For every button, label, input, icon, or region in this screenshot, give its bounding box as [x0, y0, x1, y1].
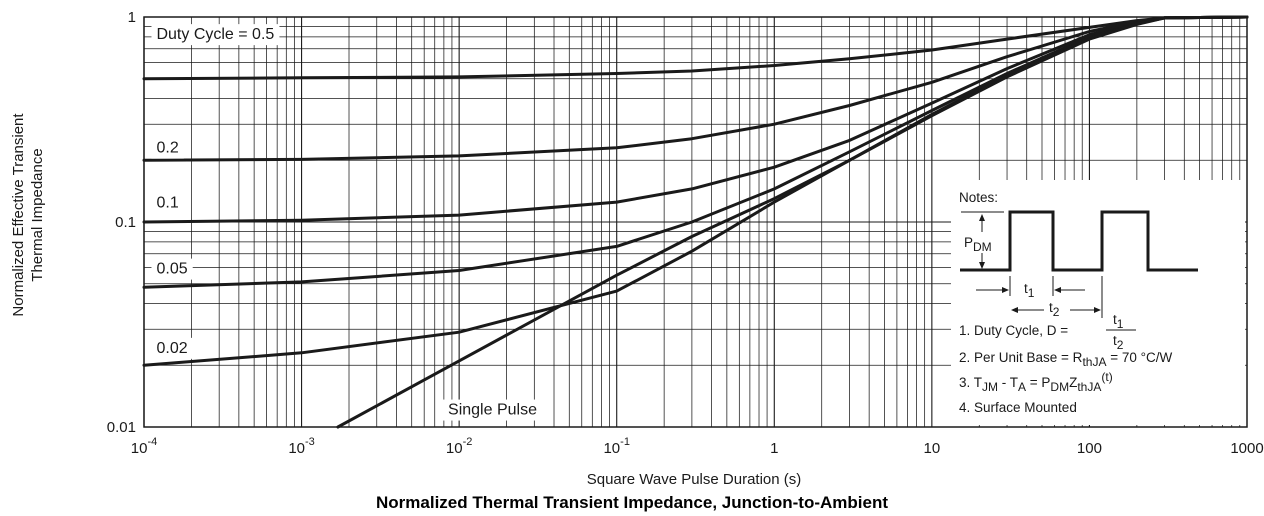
series-label-2: 0.1 [156, 194, 178, 211]
series-label-4: 0.02 [156, 340, 187, 357]
series-label-background-4 [151, 337, 193, 359]
notes-box: Notes: PDM t1 t2 1. Duty Cycle, D = t1 t… [951, 180, 1245, 425]
chart-title: Normalized Thermal Transient Impedance, … [376, 493, 888, 512]
notes-heading: Notes: [959, 190, 998, 205]
plot-frame [143, 16, 1248, 428]
series-label-background-1 [151, 137, 184, 159]
series-label-1: 0.2 [156, 140, 178, 157]
series-line-5 [336, 15, 1249, 429]
t2-arrowhead-left [1011, 307, 1018, 313]
note-duty-numerator: t1 [1113, 312, 1124, 331]
note-temperature-relation: 3. TJM - TA = PDMZthJA(t) [959, 370, 1113, 394]
curve-labels: Duty Cycle = 0.5 0.2 0.1 0.05 0.02 Single Pul… [151, 24, 543, 421]
y-axis-title-line2: Thermal Impedance [29, 148, 46, 281]
x-tick-label: 10-1 [603, 436, 629, 457]
series-label-background-2 [151, 192, 184, 214]
t1-arrowhead-left [1002, 287, 1009, 293]
y-tick-label: 0.01 [107, 419, 136, 436]
tick-labels: 10-4 10-3 10-2 10-1 1 10 100 1000 1 0.1 0.01 [107, 9, 1264, 457]
note-per-unit-base: 2. Per Unit Base = RthJA = 70 °C/W [959, 350, 1173, 369]
x-tick-label: 1000 [1230, 440, 1263, 457]
series-label-3: 0.05 [156, 261, 187, 278]
curves [142, 15, 1249, 429]
y-tick-label: 0.1 [115, 214, 136, 231]
y-tick-label: 1 [128, 9, 136, 26]
pdm-arrowhead-down [979, 262, 985, 269]
x-tick-label: 10 [924, 440, 941, 457]
series-label-background-3 [151, 258, 193, 280]
x-tick-label: 100 [1077, 440, 1102, 457]
x-tick-label: 10-2 [446, 436, 472, 457]
series-label-0: Duty Cycle = 0.5 [156, 26, 274, 43]
t2-label: t2 [1049, 300, 1060, 319]
t2-arrowhead-right [1094, 307, 1101, 313]
series-label-background-0 [151, 24, 280, 46]
x-tick-label: 10-4 [131, 436, 157, 457]
t1-label: t1 [1024, 281, 1035, 300]
note-surface-mounted: 4. Surface Mounted [959, 400, 1077, 415]
y-axis-title: Normalized Effective Transient Thermal I… [10, 113, 46, 317]
y-axis-title-line1: Normalized Effective Transient [10, 113, 27, 317]
notes-background [951, 180, 1245, 425]
series-label-background-5 [443, 399, 543, 421]
x-axis-title: Square Wave Pulse Duration (s) [587, 471, 802, 488]
pulse-waveform [960, 210, 1198, 272]
series-label-5: Single Pulse [448, 402, 537, 419]
x-tick-label: 1 [770, 440, 778, 457]
t1-arrowhead-right [1054, 287, 1061, 293]
x-tick-label: 10-3 [288, 436, 314, 457]
note-duty-cycle: 1. Duty Cycle, D = [959, 323, 1068, 338]
pdm-arrowhead-up [979, 214, 985, 221]
pdm-label: PDM [964, 235, 992, 254]
note-duty-denominator: t2 [1113, 333, 1124, 352]
grid [143, 17, 1247, 428]
